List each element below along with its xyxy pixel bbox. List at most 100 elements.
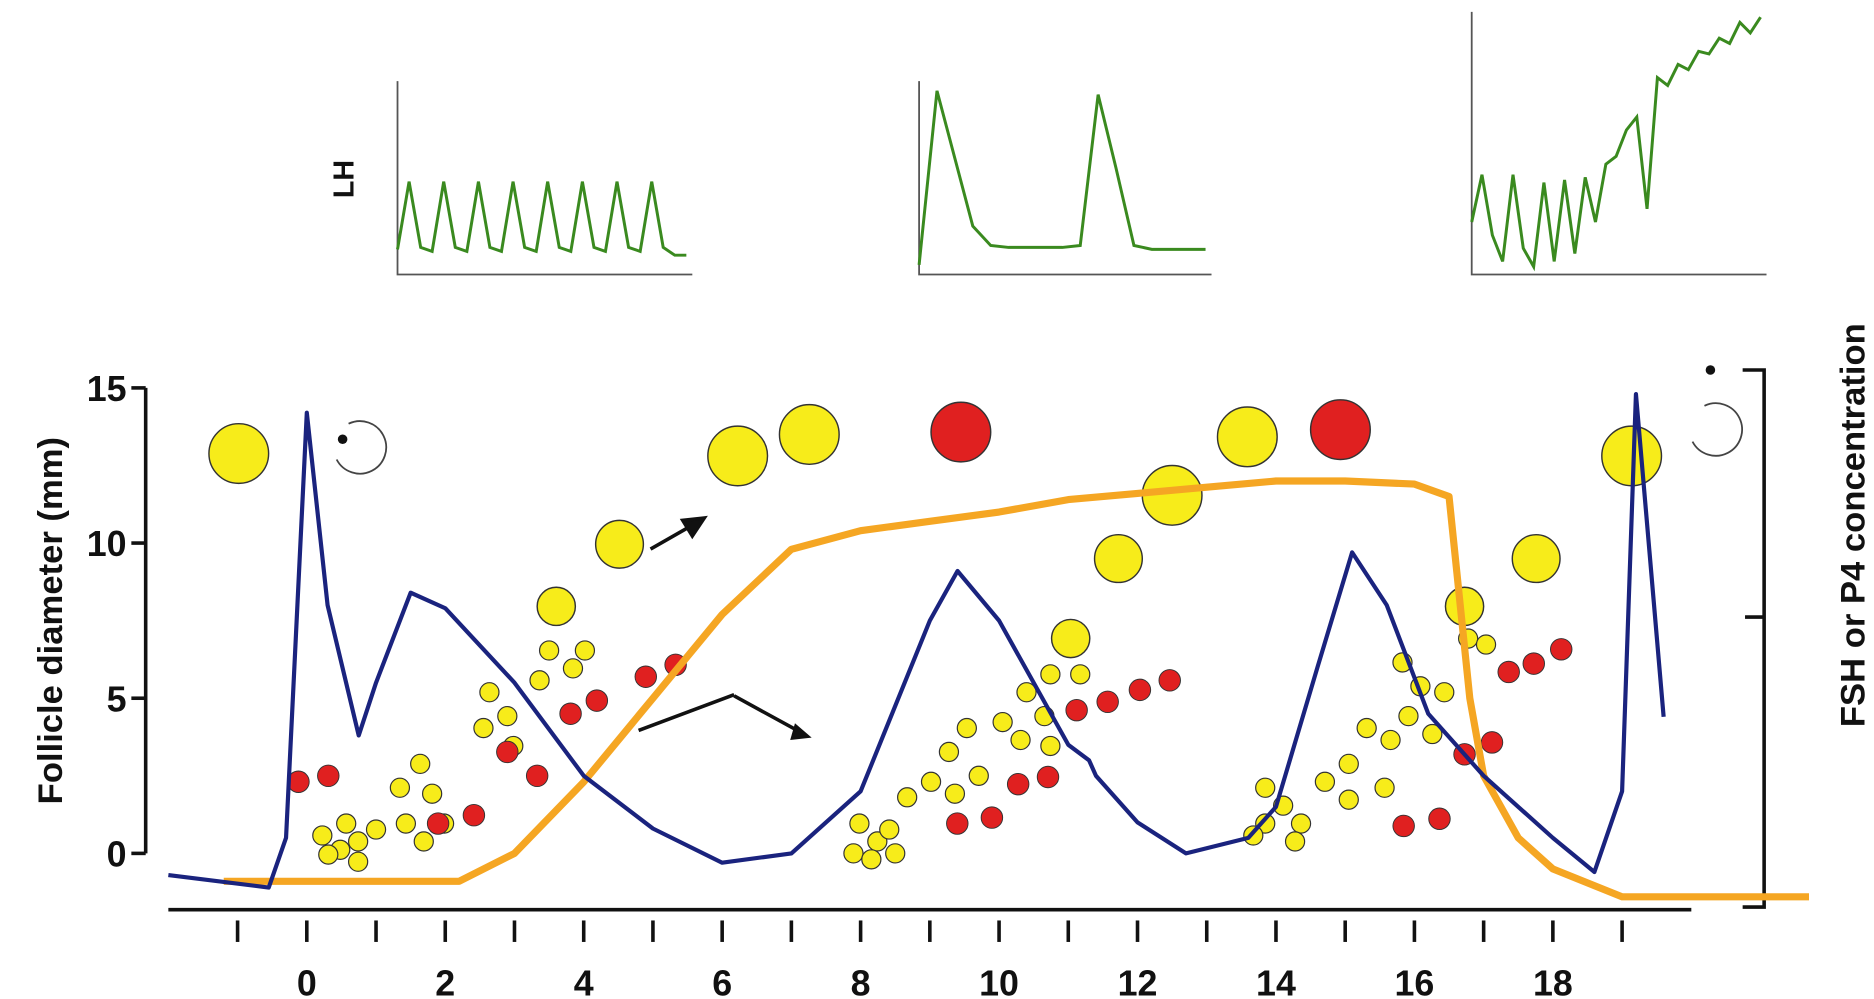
small-follicle [1040, 735, 1061, 757]
ovum-dot [337, 434, 348, 444]
small-follicle [1243, 825, 1264, 846]
small-follicle [1065, 698, 1088, 722]
small-follicle [992, 711, 1013, 733]
right-axis [1742, 368, 1766, 909]
small-follicle [1036, 765, 1060, 789]
y-tick-label: 15 [87, 369, 127, 409]
small-follicle [585, 689, 609, 712]
inset-axes [1470, 11, 1767, 276]
small-follicle [1070, 664, 1091, 685]
follicle [536, 586, 577, 627]
y-tick-label: 0 [107, 835, 127, 875]
small-follicle [473, 717, 494, 739]
arrow [733, 694, 799, 733]
lh-line [917, 90, 1206, 266]
x-tick-label: 8 [851, 964, 871, 999]
small-follicle [968, 765, 989, 786]
small-follicle [395, 813, 417, 834]
y-tick-label: 5 [107, 679, 127, 719]
small-follicle [956, 717, 977, 739]
small-follicle [410, 753, 431, 775]
inset-axes [396, 81, 693, 276]
x-tick-label: 14 [1256, 964, 1296, 999]
x-tick-label: 10 [979, 964, 1019, 999]
small-follicle [1434, 682, 1455, 703]
follicles [208, 399, 1663, 872]
x-tick-label: 18 [1533, 964, 1573, 999]
small-follicle [885, 843, 906, 864]
small-follicle [1522, 652, 1545, 675]
fsh-line [168, 392, 1666, 890]
small-follicle [1480, 731, 1504, 754]
small-follicle [529, 670, 550, 691]
small-follicle [1392, 814, 1415, 838]
small-follicle [849, 813, 870, 834]
small-follicle [574, 640, 596, 661]
small-follicle [1255, 777, 1276, 798]
follicle [1511, 533, 1561, 584]
small-follicle [1338, 789, 1359, 810]
small-follicle [1356, 717, 1377, 739]
lh-line [1470, 16, 1762, 272]
follicle [1093, 533, 1144, 584]
small-follicle [559, 702, 582, 725]
small-follicle [1010, 729, 1031, 751]
small-follicle [312, 825, 333, 846]
lh-line [396, 181, 687, 257]
small-follicle [318, 844, 339, 865]
small-follicle [1290, 813, 1312, 834]
small-follicle [1128, 678, 1152, 702]
x-tick-label: 0 [297, 964, 317, 999]
small-follicle [347, 831, 369, 852]
p4-line [223, 477, 1810, 901]
small-follicle [365, 819, 387, 840]
inset-axes [918, 81, 1212, 276]
small-follicle [980, 806, 1004, 829]
small-follicle [538, 640, 560, 661]
small-follicle [861, 849, 882, 870]
follicle [707, 425, 769, 487]
small-follicle [1096, 690, 1119, 714]
small-follicle [1380, 729, 1401, 751]
small-follicle [920, 771, 942, 792]
follicle [1050, 618, 1091, 659]
small-follicle [462, 803, 486, 827]
small-follicle [413, 831, 434, 852]
small-follicle [426, 812, 450, 835]
ovum-dot [1705, 365, 1716, 375]
follicle [778, 403, 840, 466]
small-follicle [562, 658, 584, 679]
small-follicle [1016, 682, 1037, 703]
small-follicle [421, 783, 443, 804]
y-tick-label: 10 [87, 524, 127, 564]
small-follicle [479, 682, 500, 703]
small-follicle [879, 819, 900, 840]
arrow-head [790, 723, 812, 740]
follicle [1309, 399, 1371, 461]
x-tick-label: 12 [1118, 964, 1158, 999]
small-follicle [897, 787, 918, 808]
x-tick-label: 4 [574, 964, 594, 999]
y-axis-label: Follicle diameter (mm) [32, 437, 70, 804]
small-follicle [1398, 705, 1419, 727]
small-follicle [944, 783, 966, 804]
ovulation-icon [1691, 402, 1743, 457]
small-follicle [1006, 772, 1030, 796]
small-follicle [1428, 807, 1451, 830]
follicle [594, 519, 645, 569]
small-follicle [1338, 753, 1359, 775]
lh-label: LH [328, 160, 360, 198]
small-follicle [525, 764, 549, 788]
small-follicle [938, 741, 960, 763]
y2-axis-label: FSH or P4 concentration [1834, 323, 1872, 727]
small-follicle [634, 665, 657, 688]
small-follicle [389, 777, 411, 798]
small-follicle [1475, 634, 1497, 655]
small-follicle [496, 740, 519, 764]
small-follicle [347, 851, 369, 872]
small-follicle [1158, 669, 1181, 692]
small-follicle [1497, 660, 1520, 684]
small-follicle [497, 705, 518, 727]
